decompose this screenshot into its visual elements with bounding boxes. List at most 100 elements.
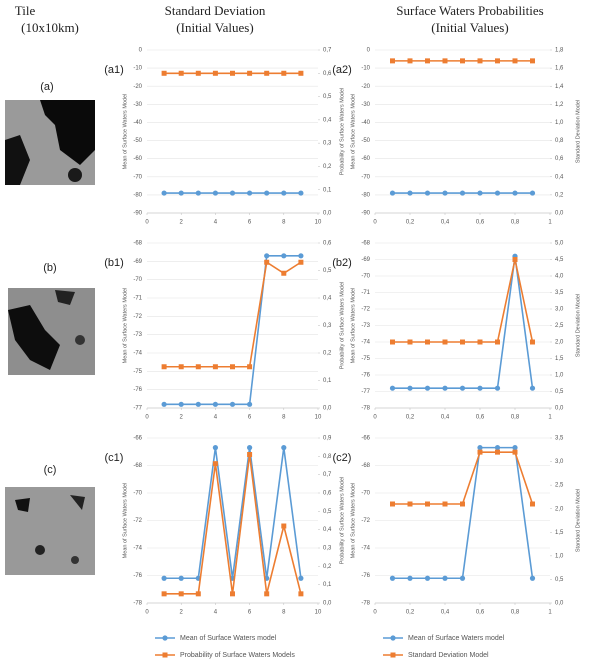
data-point <box>477 445 483 451</box>
column-subtitle: (Initial Values) <box>176 20 253 35</box>
y2-tick-label: 0,2 <box>323 164 332 170</box>
y-tick-label: -77 <box>361 389 370 395</box>
data-point <box>298 591 304 597</box>
x-tick-label: 0,4 <box>441 220 450 226</box>
x-tick-label: 0 <box>373 220 377 226</box>
series-line <box>164 260 302 368</box>
y-tick-label: -70 <box>361 491 370 497</box>
data-point <box>212 190 218 196</box>
data-point <box>494 385 501 391</box>
y-tick-label: -71 <box>133 296 142 302</box>
data-point <box>264 591 270 597</box>
data-point <box>425 501 430 507</box>
data-point <box>459 190 466 196</box>
data-point <box>389 385 396 391</box>
y-tick-label: -78 <box>133 601 142 607</box>
y2-tick-label: 1,5 <box>555 530 564 536</box>
panel-label: (a1) <box>104 64 124 76</box>
x-tick-label: 0,6 <box>476 220 485 226</box>
data-point <box>407 339 413 345</box>
x-tick-label: 1 <box>548 415 552 421</box>
data-point <box>389 575 396 581</box>
y2-tick-label: 0,4 <box>323 117 332 123</box>
y2-axis-label: Probability of Surface Waters Model <box>339 477 345 565</box>
column-title: Surface Waters Probabilities <box>396 3 543 18</box>
y2-tick-label: 3,5 <box>555 290 564 296</box>
data-point <box>407 58 413 64</box>
data-point <box>459 575 466 581</box>
data-point <box>529 575 536 581</box>
y-tick-label: -80 <box>133 192 142 198</box>
data-point <box>247 452 253 457</box>
x-tick-label: 4 <box>214 610 218 616</box>
y2-tick-label: 0,5 <box>555 577 564 583</box>
y-tick-label: -80 <box>361 192 370 198</box>
data-point <box>460 58 465 64</box>
data-point <box>178 591 184 597</box>
data-point <box>178 70 184 76</box>
y2-tick-label: 2,0 <box>555 506 564 512</box>
data-point <box>442 385 448 391</box>
y2-tick-label: 0,5 <box>323 268 332 274</box>
y2-axis-label: Probability of Surface Waters Model <box>339 88 345 176</box>
panel-label: (b1) <box>104 257 124 269</box>
y-tick-label: -50 <box>133 138 142 144</box>
y2-tick-label: 0,5 <box>555 389 564 395</box>
y-tick-label: -70 <box>133 491 142 497</box>
data-point <box>407 575 413 581</box>
data-point <box>298 253 304 259</box>
x-tick-label: 0,2 <box>406 610 415 616</box>
y-tick-label: -40 <box>361 120 370 126</box>
data-point <box>442 339 448 345</box>
data-point <box>407 385 413 391</box>
x-tick-label: 10 <box>315 415 322 421</box>
data-point <box>161 401 167 407</box>
series-line <box>164 255 301 406</box>
y2-tick-label: 2,0 <box>555 340 564 346</box>
data-point <box>477 385 483 391</box>
panel-label: (c2) <box>333 452 352 464</box>
x-tick-label: 0 <box>373 610 377 616</box>
y2-tick-label: 1,8 <box>555 48 564 54</box>
data-point <box>195 401 201 407</box>
series-line <box>164 447 302 580</box>
x-tick-label: 8 <box>282 610 286 616</box>
y2-tick-label: 0,0 <box>323 601 332 607</box>
data-point <box>178 364 184 370</box>
data-point <box>425 339 430 345</box>
data-point <box>264 253 270 259</box>
data-point <box>424 385 431 391</box>
y-tick-label: -10 <box>361 66 370 72</box>
y-tick-label: -72 <box>133 314 142 320</box>
y2-tick-label: 0,7 <box>323 48 332 54</box>
y2-tick-label: 0,4 <box>323 296 332 302</box>
y2-tick-label: 1,4 <box>555 84 564 90</box>
data-point <box>212 401 218 407</box>
y-tick-label: -78 <box>361 406 370 412</box>
data-point <box>477 339 483 345</box>
data-point <box>512 449 518 455</box>
data-point <box>512 190 518 196</box>
y-tick-label: -78 <box>361 601 370 607</box>
data-point <box>494 190 501 196</box>
column-subtitle: (10x10km) <box>21 20 79 35</box>
legend-label: Mean of Surface Waters model <box>180 635 277 642</box>
data-point <box>512 445 518 451</box>
y-tick-label: -74 <box>133 546 142 552</box>
y2-tick-label: 0,2 <box>323 564 332 570</box>
y2-tick-label: 4,5 <box>555 257 564 263</box>
y2-tick-label: 1,5 <box>555 356 564 362</box>
data-point <box>495 449 500 455</box>
data-point <box>229 401 236 407</box>
y-tick-label: -20 <box>133 84 142 90</box>
y-tick-label: -20 <box>361 84 370 90</box>
y-tick-label: -70 <box>361 274 370 280</box>
y2-axis-label: Probability of Surface Waters Model <box>339 282 345 370</box>
data-point <box>495 339 500 345</box>
data-point <box>247 445 253 451</box>
data-point <box>460 501 465 507</box>
y2-tick-label: 0,1 <box>323 582 332 588</box>
y-tick-label: -68 <box>133 463 142 469</box>
y-tick-label: -74 <box>361 546 370 552</box>
data-point <box>212 70 218 76</box>
